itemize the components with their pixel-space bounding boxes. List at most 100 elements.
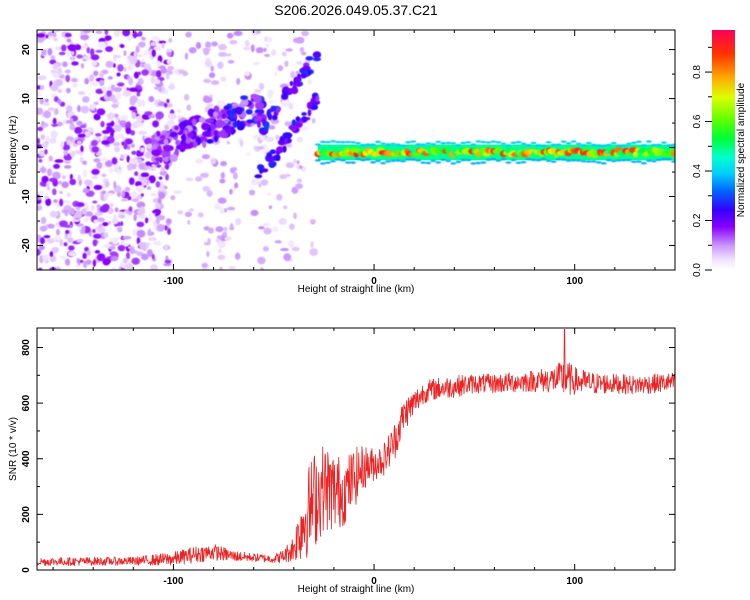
strong-line-halo bbox=[550, 160, 557, 163]
streak-blob bbox=[295, 82, 302, 87]
streak-blob bbox=[306, 101, 312, 110]
noise-speck bbox=[210, 80, 220, 86]
streak-blob bbox=[159, 134, 166, 140]
noise-speck bbox=[138, 130, 148, 135]
noise-speck bbox=[77, 91, 86, 95]
streak-blob bbox=[276, 146, 284, 154]
noise-speck bbox=[41, 175, 49, 183]
strong-line-halo bbox=[645, 140, 652, 143]
noise-speck bbox=[79, 137, 85, 141]
strong-line-halo bbox=[435, 161, 442, 164]
noise-speck bbox=[201, 263, 208, 268]
noise-speck bbox=[93, 219, 99, 224]
noise-speck bbox=[37, 267, 43, 270]
noise-speck bbox=[144, 217, 149, 224]
noise-speck bbox=[296, 163, 301, 170]
noise-speck bbox=[37, 75, 47, 81]
strong-line-halo bbox=[570, 140, 577, 143]
noise-speck bbox=[83, 30, 90, 34]
noise-speck bbox=[200, 172, 209, 178]
noise-speck bbox=[245, 152, 251, 156]
noise-speck bbox=[85, 259, 92, 265]
noise-speck bbox=[54, 96, 59, 102]
noise-speck bbox=[195, 158, 204, 164]
noise-speck bbox=[129, 56, 138, 65]
noise-speck bbox=[90, 139, 98, 147]
y-tick-label: -20 bbox=[21, 238, 32, 253]
noise-speck bbox=[250, 178, 257, 186]
strong-line-halo bbox=[540, 144, 547, 148]
noise-speck bbox=[228, 265, 236, 270]
noise-speck bbox=[224, 236, 232, 241]
noise-speck bbox=[235, 218, 242, 226]
noise-speck bbox=[95, 132, 102, 137]
noise-speck bbox=[72, 218, 81, 223]
noise-speck bbox=[129, 95, 138, 104]
noise-speck bbox=[63, 242, 68, 247]
noise-speck bbox=[105, 60, 114, 68]
streak-blob bbox=[215, 119, 225, 128]
noise-speck bbox=[37, 36, 45, 43]
streak-blob bbox=[275, 154, 281, 162]
noise-speck bbox=[37, 191, 45, 195]
strong-line-blob bbox=[633, 151, 639, 158]
noise-speck bbox=[257, 256, 266, 265]
noise-speck bbox=[39, 255, 44, 264]
noise-speck bbox=[133, 51, 138, 58]
noise-speck bbox=[59, 238, 64, 247]
strong-line-halo bbox=[590, 143, 597, 147]
noise-speck bbox=[64, 258, 71, 266]
noise-speck bbox=[69, 150, 76, 158]
strong-line-halo bbox=[329, 140, 336, 143]
streak-blob bbox=[302, 65, 311, 71]
noise-speck bbox=[244, 71, 251, 77]
streak-blob bbox=[169, 131, 178, 138]
noise-speck bbox=[122, 235, 132, 240]
noise-speck bbox=[83, 217, 89, 223]
noise-speck bbox=[204, 41, 212, 49]
y-tick-label: 0 bbox=[21, 144, 32, 150]
noise-speck bbox=[104, 192, 109, 200]
strong-line-halo bbox=[545, 159, 552, 162]
noise-speck bbox=[170, 195, 176, 201]
noise-speck bbox=[93, 101, 99, 106]
noise-speck bbox=[117, 245, 126, 252]
noise-speck bbox=[164, 244, 168, 251]
noise-speck bbox=[141, 58, 145, 63]
spectrogram-heatmap bbox=[37, 30, 675, 270]
noise-speck bbox=[158, 65, 166, 70]
noise-speck bbox=[124, 186, 131, 192]
noise-speck bbox=[76, 258, 80, 264]
streak-blob bbox=[255, 101, 265, 110]
noise-speck bbox=[44, 98, 49, 103]
noise-speck bbox=[116, 226, 123, 233]
snr-panel: -100 0 100 0 200 400 600 800 Height of straight… bbox=[8, 327, 676, 595]
noise-speck bbox=[86, 46, 91, 54]
strong-line-halo bbox=[440, 142, 447, 145]
noise-speck bbox=[165, 103, 173, 108]
noise-speck bbox=[284, 121, 292, 127]
strong-line-halo bbox=[425, 161, 432, 165]
noise-speck bbox=[96, 253, 106, 262]
streak-blob bbox=[270, 105, 277, 112]
noise-speck bbox=[156, 60, 162, 67]
strong-line-halo bbox=[455, 160, 462, 164]
noise-speck bbox=[59, 190, 64, 195]
snr-x-tick-label: -100 bbox=[163, 576, 183, 587]
noise-speck bbox=[91, 60, 98, 66]
noise-speck bbox=[67, 237, 74, 243]
noise-speck bbox=[138, 162, 145, 170]
strong-line-halo bbox=[530, 141, 537, 145]
noise-speck bbox=[40, 216, 47, 225]
noise-speck bbox=[122, 90, 132, 97]
streak-blob bbox=[151, 149, 161, 156]
streak-blob bbox=[266, 110, 271, 118]
noise-speck bbox=[111, 267, 117, 270]
noise-speck bbox=[64, 164, 72, 169]
noise-speck bbox=[104, 160, 113, 168]
noise-speck bbox=[277, 65, 284, 72]
noise-speck bbox=[295, 70, 300, 75]
streak-blob bbox=[291, 119, 297, 126]
noise-speck bbox=[283, 253, 292, 261]
strong-line-halo bbox=[525, 143, 532, 147]
